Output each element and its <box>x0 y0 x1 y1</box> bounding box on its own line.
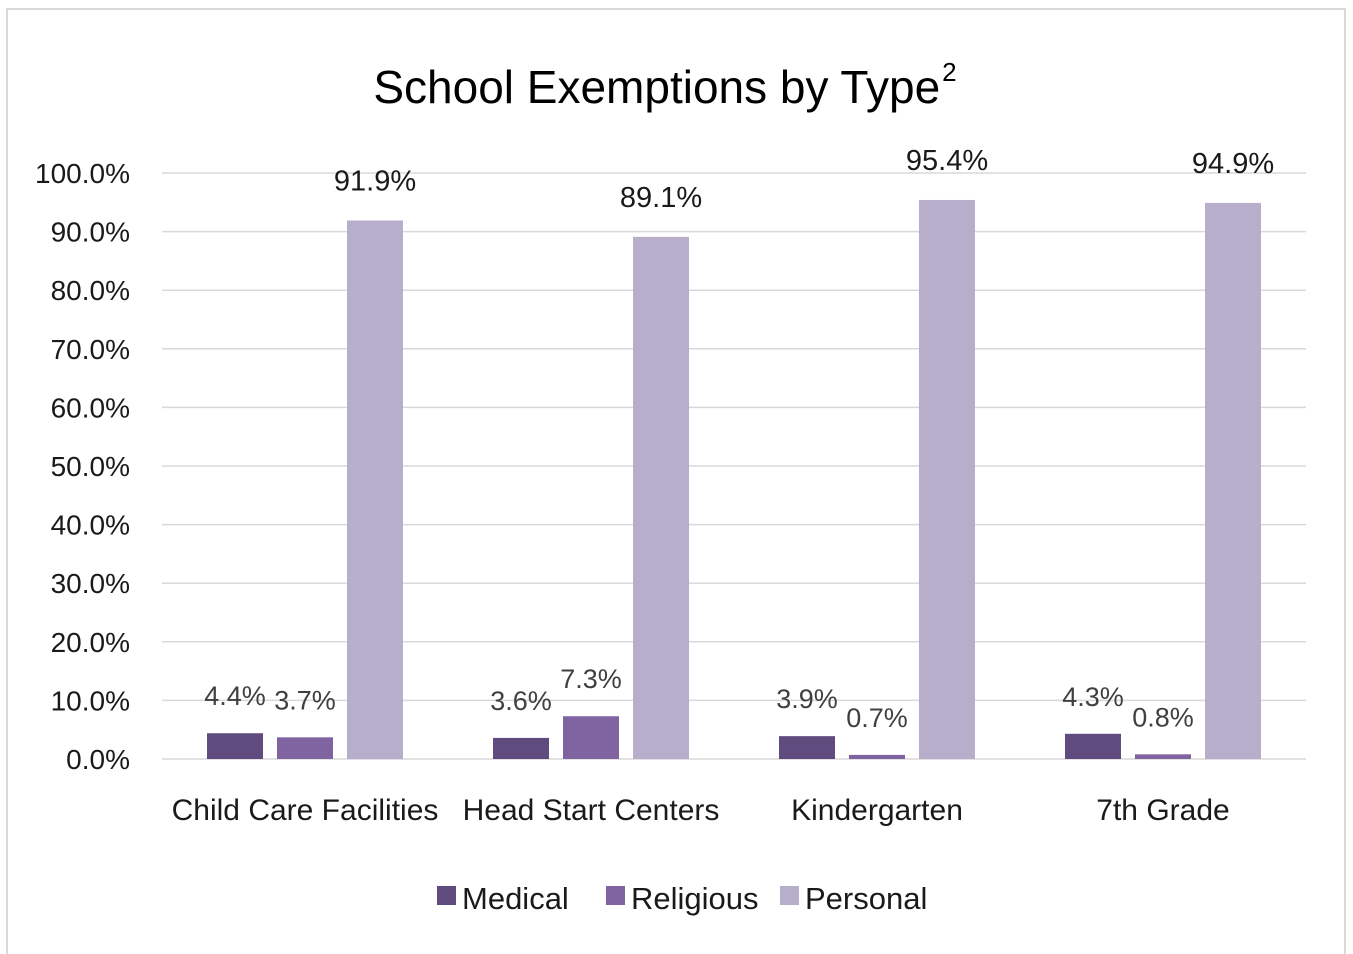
data-labels: 4.4% 3.7% 91.9% 3.6% 7.3% 89.1% 3.9% 0.7% 95.4% 4… <box>204 145 1274 733</box>
data-label: 4.3% <box>1062 682 1124 712</box>
bars <box>207 199 1261 760</box>
category-label: Kindergarten <box>791 794 963 827</box>
y-tick-label: 20.0% <box>51 627 130 658</box>
legend-label-medical: Medical <box>462 881 569 916</box>
bar-medical <box>493 737 549 759</box>
bar-religious <box>277 737 333 759</box>
y-tick-label: 70.0% <box>51 334 130 365</box>
bar-religious <box>849 754 905 759</box>
bar-personal <box>347 220 403 759</box>
legend-swatch-medical <box>437 886 456 905</box>
chart-title-main: School Exemptions by Type <box>373 61 940 113</box>
data-label: 4.4% <box>204 681 266 711</box>
y-tick-label: 10.0% <box>51 685 130 716</box>
category-label: 7th Grade <box>1096 794 1229 827</box>
category-label: Head Start Centers <box>463 794 720 827</box>
bar-medical <box>779 736 835 759</box>
data-label: 91.9% <box>334 165 416 197</box>
y-tick-label: 30.0% <box>51 568 130 599</box>
data-label: 3.7% <box>274 685 336 715</box>
legend-swatch-personal <box>780 886 799 905</box>
y-tick-label: 40.0% <box>51 510 130 541</box>
bar-personal <box>633 236 689 759</box>
legend: Medical Religious Personal <box>437 881 927 916</box>
data-label: 94.9% <box>1192 148 1274 180</box>
y-tick-label: 80.0% <box>51 275 130 306</box>
bar-personal <box>1205 202 1261 760</box>
y-tick-label: 90.0% <box>51 217 130 248</box>
bar-medical <box>1065 733 1121 759</box>
legend-swatch-religious <box>606 886 625 905</box>
legend-label-personal: Personal <box>805 881 927 916</box>
category-labels: Child Care Facilities Head Start Centers K… <box>172 794 1230 827</box>
data-label: 0.8% <box>1132 702 1194 732</box>
legend-label-religious: Religious <box>631 881 759 916</box>
gridlines <box>162 172 1306 760</box>
bar-religious <box>563 716 619 759</box>
data-label: 95.4% <box>906 145 988 177</box>
bar-personal <box>919 199 975 759</box>
y-tick-label: 0.0% <box>66 744 130 775</box>
category-label: Child Care Facilities <box>172 794 439 827</box>
bar-medical <box>207 733 263 759</box>
y-tick-label: 60.0% <box>51 392 130 423</box>
data-label: 7.3% <box>560 664 622 694</box>
y-tick-label: 50.0% <box>51 451 130 482</box>
data-label: 3.9% <box>776 684 838 714</box>
y-axis-ticks: 0.0% 10.0% 20.0% 30.0% 40.0% 50.0% 60.0% 70.0% 8… <box>35 158 130 775</box>
bar-religious <box>1135 754 1191 759</box>
data-label: 89.1% <box>620 182 702 214</box>
chart-title: School Exemptions by Type2 <box>373 57 956 113</box>
data-label: 0.7% <box>846 703 908 733</box>
chart-title-superscript: 2 <box>942 57 956 87</box>
y-tick-label: 100.0% <box>35 158 130 189</box>
data-label: 3.6% <box>490 686 552 716</box>
